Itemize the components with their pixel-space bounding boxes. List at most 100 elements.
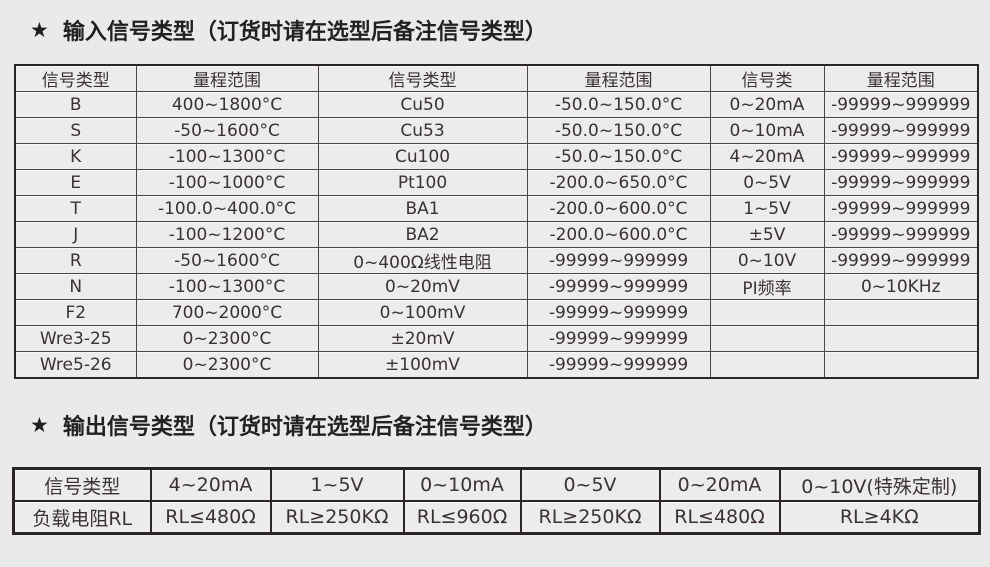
column-header: 量程范围 — [135, 64, 319, 92]
table-cell: 0~20mV — [317, 273, 528, 300]
table-cell: -99999~999999 — [526, 299, 711, 326]
table-cell: 4~20mA — [709, 143, 825, 170]
table-cell: -50.0~150.0°C — [526, 91, 711, 118]
table-row: N -100~1300°C 0~20mV -99999~999999 PI频率 0~10K… — [14, 273, 979, 300]
table-cell: 0~5V — [519, 467, 661, 502]
table-cell: Cu100 — [317, 143, 528, 170]
table-row: S -50~1600°C Cu53 -50.0~150.0°C 0~10mA -99999… — [14, 117, 979, 144]
table-row: B 400~1800°C Cu50 -50.0~150.0°C 0~20mA -99999… — [14, 91, 979, 118]
table-cell — [709, 351, 825, 379]
table-cell: -99999~999999 — [526, 325, 711, 352]
table-cell: E — [14, 169, 137, 196]
table-cell: -99999~999999 — [526, 247, 711, 274]
table-cell: -50.0~150.0°C — [526, 117, 711, 144]
table-cell: T — [14, 195, 137, 222]
table-cell: BA1 — [317, 195, 528, 222]
table-cell: RL≤480Ω — [658, 500, 781, 535]
table-cell: -100.0~400.0°C — [135, 195, 319, 222]
table-cell: RL≥4KΩ — [778, 500, 981, 535]
table-cell: Cu50 — [317, 91, 528, 118]
output-section-title: ★ 输出信号类型（订货时请在选型后备注信号类型） — [30, 409, 990, 441]
table-cell: RL≥250KΩ — [519, 500, 661, 535]
table-cell: 0~400Ω线性电阻 — [317, 247, 528, 274]
table-cell: -200.0~650.0°C — [526, 169, 711, 196]
table-cell: 0~100mV — [317, 299, 528, 326]
table-cell — [823, 325, 979, 352]
input-signal-table: 信号类型 量程范围 信号类型 量程范围 信号类 量程范围 B 400~1800°C Cu50-… — [14, 64, 979, 379]
table-cell: 700~2000°C — [135, 299, 319, 326]
table-cell: K — [14, 143, 137, 170]
table-row: J -100~1200°C BA2 -200.0~600.0°C ±5V -99999~9… — [14, 221, 979, 248]
output-signal-table: 信号类型 4~20mA 1~5V 0~10mA 0~5V 0~20mA 0~10V(特殊定制… — [12, 467, 981, 535]
table-cell: -200.0~600.0°C — [526, 221, 711, 248]
table-cell: R — [14, 247, 137, 274]
table-cell: -50~1600°C — [135, 247, 319, 274]
table-cell: -50~1600°C — [135, 117, 319, 144]
table-cell: 400~1800°C — [135, 91, 319, 118]
column-header: 信号类 — [709, 64, 825, 92]
table-cell — [709, 299, 825, 326]
table-cell: -100~1300°C — [135, 273, 319, 300]
table-cell: -99999~999999 — [823, 195, 979, 222]
table-cell: ±20mV — [317, 325, 528, 352]
table-cell: B — [14, 91, 137, 118]
star-icon: ★ — [30, 412, 49, 437]
table-cell: ±5V — [709, 221, 825, 248]
table-cell: 0~20mA — [709, 91, 825, 118]
table-row: 信号类型 4~20mA 1~5V 0~10mA 0~5V 0~20mA 0~10V(特殊定制… — [12, 467, 981, 502]
input-section-title: ★ 输入信号类型（订货时请在选型后备注信号类型） — [30, 0, 990, 46]
table-cell: -99999~999999 — [526, 351, 711, 379]
table-cell: N — [14, 273, 137, 300]
table-cell: 0~10V(特殊定制) — [778, 467, 981, 502]
table-cell: -99999~999999 — [823, 91, 979, 118]
table-cell: PI频率 — [709, 273, 825, 300]
output-section-title-text: 输出信号类型（订货时请在选型后备注信号类型） — [62, 415, 547, 440]
table-cell: BA2 — [317, 221, 528, 248]
table-cell: 0~10V — [709, 247, 825, 274]
table-cell: RL≤960Ω — [402, 500, 522, 535]
table-row: Wre3-25 0~2300°C ±20mV -99999~999999 — [14, 325, 979, 352]
table-cell: 1~5V — [269, 467, 405, 502]
table-cell: 0~10mA — [402, 467, 522, 502]
table-cell: -99999~999999 — [823, 143, 979, 170]
table-cell: S — [14, 117, 137, 144]
column-header: 量程范围 — [526, 64, 711, 92]
table-cell — [709, 325, 825, 352]
table-cell: 4~20mA — [149, 467, 272, 502]
table-cell — [823, 351, 979, 379]
table-cell — [823, 299, 979, 326]
table-cell: -100~1000°C — [135, 169, 319, 196]
column-header: 量程范围 — [823, 64, 979, 92]
table-cell: J — [14, 221, 137, 248]
column-header: 信号类型 — [14, 64, 137, 92]
table-cell: Wre5-26 — [14, 351, 137, 379]
table-cell: -99999~999999 — [823, 169, 979, 196]
table-row: 负载电阻RL RL≤480Ω RL≥250KΩ RL≤960Ω RL≥250KΩ RL≤4… — [12, 500, 981, 535]
table-cell: -50.0~150.0°C — [526, 143, 711, 170]
table-cell: -99999~999999 — [823, 221, 979, 248]
table-cell: RL≤480Ω — [149, 500, 272, 535]
star-icon: ★ — [30, 17, 49, 42]
input-table-header-row: 信号类型 量程范围 信号类型 量程范围 信号类 量程范围 — [14, 64, 979, 92]
table-cell: -200.0~600.0°C — [526, 195, 711, 222]
table-cell: -99999~999999 — [526, 273, 711, 300]
table-row: Wre5-26 0~2300°C ±100mV -99999~999999 — [14, 351, 979, 379]
table-cell: -100~1300°C — [135, 143, 319, 170]
table-cell: 负载电阻RL — [12, 500, 152, 535]
table-cell: -100~1200°C — [135, 221, 319, 248]
table-cell: Wre3-25 — [14, 325, 137, 352]
table-cell: 0~10mA — [709, 117, 825, 144]
table-cell: 0~20mA — [658, 467, 781, 502]
column-header: 信号类型 — [317, 64, 528, 92]
table-row: K -100~1300°C Cu100 -50.0~150.0°C 4~20mA -999… — [14, 143, 979, 170]
table-row: E -100~1000°C Pt100 -200.0~650.0°C 0~5V -9999… — [14, 169, 979, 196]
table-cell: -99999~999999 — [823, 247, 979, 274]
table-row: T -100.0~400.0°C BA1 -200.0~600.0°C 1~5V -999… — [14, 195, 979, 222]
table-cell: Cu53 — [317, 117, 528, 144]
table-cell: RL≥250KΩ — [269, 500, 405, 535]
table-cell: 0~5V — [709, 169, 825, 196]
table-cell: 0~10KHz — [823, 273, 979, 300]
table-row: F2 700~2000°C 0~100mV -99999~999999 — [14, 299, 979, 326]
table-cell: Pt100 — [317, 169, 528, 196]
table-cell: ±100mV — [317, 351, 528, 379]
